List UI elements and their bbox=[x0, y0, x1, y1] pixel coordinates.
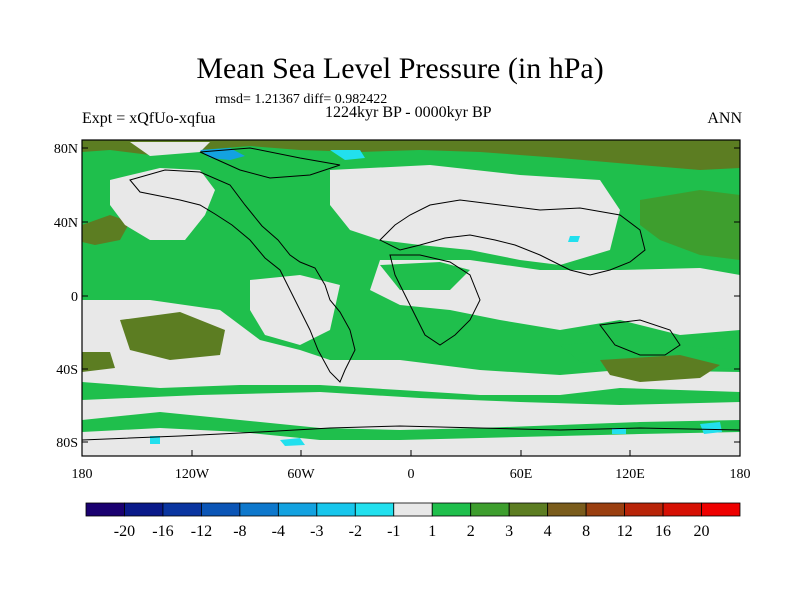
lat-label-40s: 40S bbox=[56, 363, 78, 378]
lon-label-0: 0 bbox=[408, 467, 415, 482]
antarctic-low-4 bbox=[612, 428, 626, 434]
west-pacific-high bbox=[640, 190, 740, 260]
coastlines bbox=[82, 147, 740, 441]
south-pacific-edge-high bbox=[82, 352, 115, 372]
arctic-low-2 bbox=[330, 150, 365, 160]
colorbar-label: 8 bbox=[582, 523, 590, 540]
arctic-high-region bbox=[82, 140, 740, 170]
arctic-neutral-patch bbox=[130, 142, 210, 156]
antarctic-low-2 bbox=[150, 436, 160, 444]
antarctic-neutral bbox=[82, 392, 740, 456]
south-america-neutral bbox=[250, 275, 340, 345]
colorbar-boxes bbox=[85, 502, 741, 517]
colorbar-labels: -20 -16 -12 -8 -4 -3 -2 -1 1 2 3 4 8 12 16 20 bbox=[114, 523, 710, 540]
colorbar-box bbox=[85, 502, 125, 517]
greenland-coast bbox=[199, 147, 341, 179]
colorbar-box bbox=[431, 502, 472, 517]
lat-label-40n: 40N bbox=[54, 216, 78, 231]
colorbar-label: -4 bbox=[272, 523, 285, 540]
colorbar-label: 20 bbox=[694, 523, 710, 540]
latitude-labels: 80N 40N 0 40S 80S bbox=[54, 142, 78, 451]
colorbar-label: -16 bbox=[152, 523, 173, 540]
americas-coast bbox=[129, 169, 356, 383]
colorbar-box bbox=[162, 502, 202, 517]
lon-label-60e: 60E bbox=[510, 467, 533, 482]
tropical-neutral-band bbox=[370, 260, 740, 335]
period-label: 1224kyr BP - 0000kyr BP bbox=[325, 104, 492, 121]
colorbar-label: 4 bbox=[544, 523, 552, 540]
north-pacific-high bbox=[82, 215, 130, 245]
axis-ticks bbox=[81, 147, 741, 456]
colorbar-label: 2 bbox=[467, 523, 475, 540]
south-indian-high bbox=[600, 355, 720, 382]
lon-label-180e: 180 bbox=[730, 467, 751, 482]
colorbar-label: -20 bbox=[114, 523, 135, 540]
lon-label-120e: 120E bbox=[615, 467, 645, 482]
experiment-label: Expt = xQfUo-xqfua bbox=[82, 110, 216, 127]
rmsd-diff-stats: rmsd= 1.21367 diff= 0.982422 bbox=[215, 92, 388, 107]
lon-label-180w: 180 bbox=[72, 467, 93, 482]
southern-ocean-neutral bbox=[82, 300, 740, 395]
colorbar-box bbox=[316, 502, 356, 517]
colorbar-box bbox=[508, 502, 549, 517]
australia-coast bbox=[599, 319, 681, 356]
colorbar-box bbox=[124, 502, 164, 517]
atlantic-green-patch bbox=[380, 262, 470, 290]
colorbar-label: -8 bbox=[233, 523, 246, 540]
eurasia-coast bbox=[379, 199, 646, 276]
longitude-labels: 180 120W 60W 0 60E 120E 180 bbox=[72, 467, 751, 482]
antarctica-coast bbox=[82, 425, 740, 441]
colorbar-label: 1 bbox=[428, 523, 436, 540]
colorbar-label: -12 bbox=[191, 523, 212, 540]
map-field-layer bbox=[82, 140, 740, 456]
colorbar-box bbox=[354, 502, 395, 517]
season-label: ANN bbox=[707, 110, 742, 127]
colorbar-box bbox=[201, 502, 241, 517]
map-title: Mean Sea Level Pressure (in hPa) bbox=[196, 52, 604, 85]
lat-label-80s: 80S bbox=[56, 436, 78, 451]
antarctic-green-strip bbox=[82, 412, 740, 440]
colorbar-box bbox=[470, 502, 510, 517]
colorbar-label: 16 bbox=[655, 523, 671, 540]
colorbar-box bbox=[701, 502, 741, 517]
south-pacific-high bbox=[120, 312, 225, 360]
eurasia-neutral bbox=[330, 165, 620, 265]
colorbar-label: -1 bbox=[387, 523, 400, 540]
antarctic-low-1 bbox=[280, 438, 305, 446]
colorbar-box bbox=[547, 502, 587, 517]
lat-label-0: 0 bbox=[71, 290, 78, 305]
colorbar-box bbox=[239, 502, 279, 517]
colorbar-box bbox=[393, 502, 433, 517]
colorbar-box bbox=[277, 502, 318, 517]
africa-coast bbox=[389, 254, 481, 346]
lat-label-80n: 80N bbox=[54, 142, 78, 157]
lon-label-120w: 120W bbox=[175, 467, 210, 482]
colorbar-box bbox=[662, 502, 702, 517]
colorbar-label: 12 bbox=[617, 523, 633, 540]
colorbar-label: -3 bbox=[310, 523, 323, 540]
antarctic-low-3 bbox=[700, 422, 722, 434]
lon-label-60w: 60W bbox=[287, 467, 315, 482]
colorbar-box bbox=[624, 502, 664, 517]
colorbar-box bbox=[585, 502, 625, 517]
colorbar-label: -2 bbox=[349, 523, 362, 540]
asia-low-spot bbox=[568, 236, 580, 242]
north-pacific-neutral bbox=[110, 168, 215, 240]
colorbar-label: 3 bbox=[505, 523, 513, 540]
